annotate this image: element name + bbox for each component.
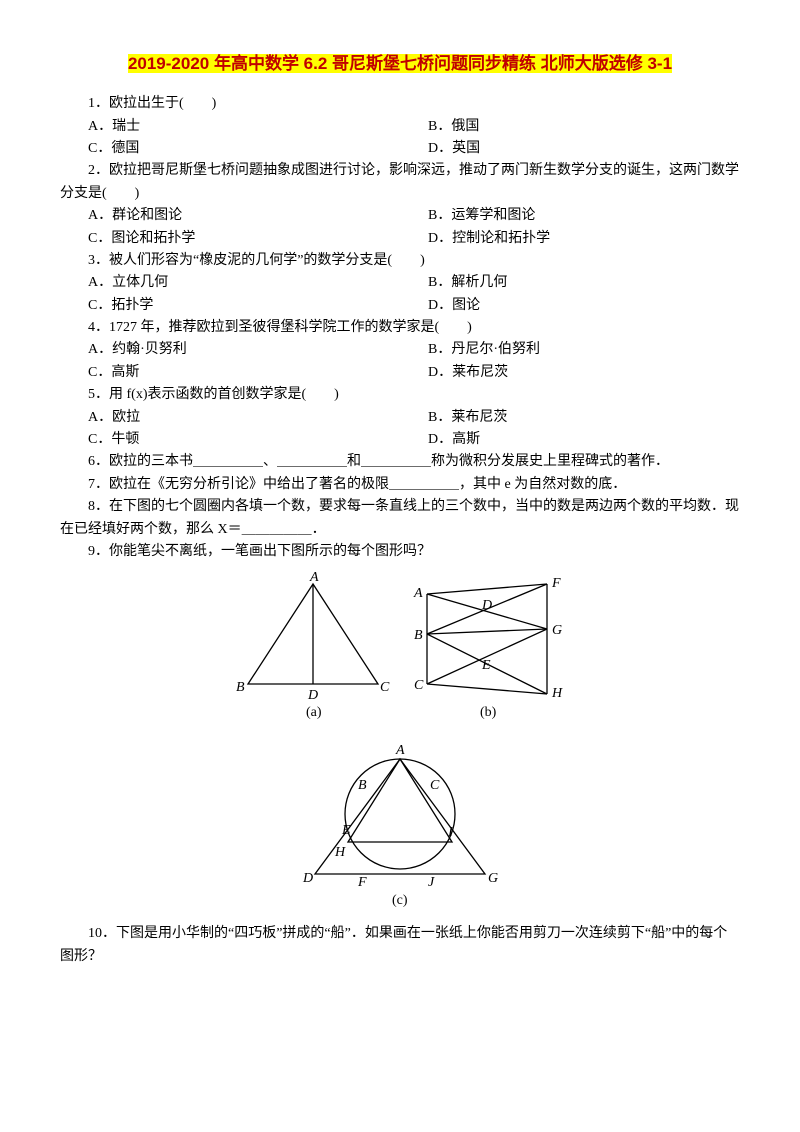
label-cE: E [341,823,351,838]
question-4-options-2: C．高斯 D．莱布尼茨 [60,362,740,384]
option-1B: B．俄国 [400,116,740,138]
option-4B: B．丹尼尔·伯努利 [400,339,740,361]
label-cB: B [358,778,367,793]
option-2C: C．图论和拓扑学 [60,228,400,250]
page-title: 2019-2020 年高中数学 6.2 哥尼斯堡七桥问题同步精练 北师大版选修 … [60,50,740,77]
question-5-stem: 5．用 f(x)表示函数的首创数学家是( ) [60,384,740,406]
figure-row-c: A B C D E F G H I J (c) [60,734,740,917]
question-3-options-2: C．拓扑学 D．图论 [60,295,740,317]
question-3-stem: 3．被人们形容为“橡皮泥的几何学”的数学分支是( ) [60,250,740,272]
option-5C: C．牛顿 [60,429,400,451]
label-cA: A [395,743,405,758]
label-C: C [380,680,390,695]
option-3A: A．立体几何 [60,272,400,294]
label-bB: B [414,628,423,643]
label-A: A [309,570,319,585]
option-1D: D．英国 [400,138,740,160]
question-6: 6．欧拉的三本书＿＿＿＿＿、＿＿＿＿＿和＿＿＿＿＿称为微积分发展史上里程碑式的著… [60,451,740,473]
question-9: 9．你能笔尖不离纸，一笔画出下图所示的每个图形吗？ [60,541,740,563]
option-3D: D．图论 [400,295,740,317]
question-4-options: A．约翰·贝努利 B．丹尼尔·伯努利 [60,339,740,361]
option-5A: A．欧拉 [60,407,400,429]
question-1-options-2: C．德国 D．英国 [60,138,740,160]
question-1-options: A．瑞士 B．俄国 [60,116,740,138]
option-4C: C．高斯 [60,362,400,384]
option-2D: D．控制论和拓扑学 [400,228,740,250]
figure-a-label: (a) [306,705,322,719]
label-D: D [307,688,318,703]
figure-c-label: (c) [392,893,408,908]
option-5D: D．高斯 [400,429,740,451]
label-bF: F [551,576,561,591]
option-5B: B．莱布尼茨 [400,407,740,429]
question-5-options-2: C．牛顿 D．高斯 [60,429,740,451]
label-bA: A [413,586,423,601]
label-cH: H [334,845,346,860]
question-2-options-2: C．图论和拓扑学 D．控制论和拓扑学 [60,228,740,250]
label-cC: C [430,778,440,793]
label-bE: E [481,658,491,673]
figure-b: A B C D E F G H (b) [402,569,572,719]
label-B: B [236,680,245,695]
question-1-stem: 1．欧拉出生于( ) [60,93,740,115]
option-1A: A．瑞士 [60,116,400,138]
figure-a: A B C D (a) [228,569,398,719]
question-8: 8．在下图的七个圆圈内各填一个数，要求每一条直线上的三个数中，当中的数是两边两个… [60,496,740,541]
option-4A: A．约翰·贝努利 [60,339,400,361]
label-bH: H [551,686,563,701]
document-page: 2019-2020 年高中数学 6.2 哥尼斯堡七桥问题同步精练 北师大版选修 … [0,0,800,1008]
option-3C: C．拓扑学 [60,295,400,317]
question-10: 10．下图是用小华制的“四巧板”拼成的“船”．如果画在一张纸上你能否用剪刀一次连… [60,923,740,968]
label-cJ: J [428,875,435,890]
question-2-options: A．群论和图论 B．运筹学和图论 [60,205,740,227]
question-3-options: A．立体几何 B．解析几何 [60,272,740,294]
question-5-options: A．欧拉 B．莱布尼茨 [60,407,740,429]
question-2-stem: 2．欧拉把哥尼斯堡七桥问题抽象成图进行讨论，影响深远，推动了两门新生数学分支的诞… [60,160,740,205]
figure-c: A B C D E F G H I J (c) [300,734,500,909]
figure-row-ab: A B C D (a) A B C D [60,569,740,727]
label-bG: G [552,623,562,638]
question-4-stem: 4．1727 年，推荐欧拉到圣彼得堡科学院工作的数学家是( ) [60,317,740,339]
question-7: 7．欧拉在《无穷分析引论》中给出了著名的极限＿＿＿＿＿，其中 e 为自然对数的底… [60,474,740,496]
option-4D: D．莱布尼茨 [400,362,740,384]
option-2A: A．群论和图论 [60,205,400,227]
label-cD: D [302,871,313,886]
title-highlight: 2019-2020 年高中数学 6.2 哥尼斯堡七桥问题同步精练 北师大版选修 … [128,54,672,73]
option-2B: B．运筹学和图论 [400,205,740,227]
option-3B: B．解析几何 [400,272,740,294]
label-bD: D [481,598,492,613]
figure-b-label: (b) [480,705,497,719]
label-cF: F [357,875,367,890]
label-cG: G [488,871,498,886]
label-bC: C [414,678,424,693]
option-1C: C．德国 [60,138,400,160]
